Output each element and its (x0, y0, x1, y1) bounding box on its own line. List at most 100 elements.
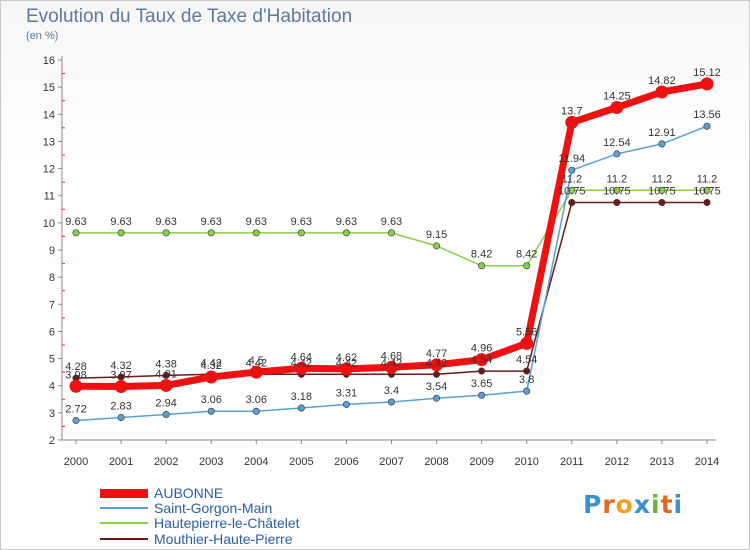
data-label: 11.94 (558, 153, 585, 165)
x-tick-label: 2007 (379, 456, 403, 468)
x-tick-label: 2002 (154, 456, 178, 468)
series-line (76, 189, 707, 267)
data-point (520, 336, 534, 350)
data-label: 4.64 (291, 351, 312, 363)
data-point (703, 186, 711, 194)
proxiti-logo: Proxiti (583, 490, 683, 519)
legend-swatch (100, 507, 148, 509)
data-label: 4.77 (426, 348, 447, 360)
data-point (478, 367, 486, 375)
data-label: 9.63 (65, 216, 86, 228)
data-point (703, 199, 711, 207)
x-tick-label: 2011 (560, 456, 584, 468)
legend-item-aubonne: AUBONNE (100, 485, 223, 501)
data-label: 3.18 (291, 391, 312, 403)
y-tick-label: 2 (49, 435, 55, 447)
y-tick-label: 10 (43, 218, 55, 230)
legend-item-hautepierre: Hautepierre-le-Châtelet (100, 515, 300, 531)
data-label: 4.62 (336, 352, 357, 364)
y-tick-label: 4 (49, 381, 55, 393)
legend-label: AUBONNE (154, 485, 224, 501)
logo-letter: o (615, 490, 634, 519)
data-point (294, 361, 308, 375)
data-point (252, 407, 260, 415)
data-point (297, 404, 305, 412)
legend-swatch (100, 538, 148, 540)
data-point (252, 229, 260, 237)
data-point (613, 150, 621, 158)
data-label: 13.56 (693, 109, 721, 121)
data-label: 9.15 (426, 229, 447, 241)
data-point (568, 186, 576, 194)
line-chart: 2 3 4 5 6 7 8 9 10 11 12 13 14 15 16 2000 2001 2002 2003 20… (43, 55, 721, 468)
data-label: 4.01 (155, 368, 176, 380)
x-tick-label: 2005 (289, 456, 313, 468)
data-point (478, 391, 486, 399)
data-label: 3.31 (336, 387, 357, 399)
data-point (568, 166, 576, 174)
chart-title: Evolution du Taux de Taxe d'Habitation (26, 6, 353, 27)
x-tick-label: 2001 (109, 456, 133, 468)
data-label: 13.7 (561, 105, 582, 117)
data-point (433, 394, 441, 402)
data-label: 4.42 (426, 357, 447, 369)
data-point (523, 367, 531, 375)
data-point (114, 380, 128, 394)
data-label: 3.65 (471, 378, 492, 390)
data-label: 5.56 (516, 326, 537, 338)
legend-label: Mouthier-Haute-Pierre (154, 531, 293, 547)
data-label: 2.72 (65, 403, 86, 415)
data-label: 3.06 (200, 394, 221, 406)
data-label: 14.82 (648, 75, 676, 87)
data-point (72, 229, 80, 237)
legend-swatch (100, 522, 148, 524)
y-tick-label: 9 (49, 245, 55, 257)
data-point (384, 360, 398, 374)
data-label: 10.75 (693, 186, 721, 198)
y-tick-label: 16 (43, 55, 55, 67)
data-label: 11.2 (561, 173, 582, 185)
y-tick-label: 11 (44, 191, 55, 203)
logo-letter: i (673, 490, 684, 519)
data-point (565, 115, 579, 129)
data-label: 2.83 (110, 400, 131, 412)
x-tick-label: 2004 (244, 456, 268, 468)
data-label: 15.12 (693, 67, 721, 79)
data-label: 9.63 (200, 216, 221, 228)
logo-letter: i (651, 490, 661, 519)
data-point (523, 387, 531, 395)
data-point (475, 353, 489, 367)
data-point (610, 101, 624, 114)
logo-letter: r (602, 490, 616, 519)
data-point (430, 358, 444, 372)
data-point (339, 362, 353, 376)
data-point (613, 186, 621, 194)
data-point (162, 410, 170, 418)
data-point (658, 140, 666, 148)
data-point (159, 378, 173, 392)
data-label: 8.42 (471, 249, 492, 261)
data-point (207, 407, 215, 415)
y-tick-label: 6 (49, 326, 55, 338)
data-label: 11.2 (697, 173, 718, 185)
data-label: 3.97 (110, 370, 131, 382)
data-label: 4.96 (471, 343, 492, 355)
y-tick-label: 5 (49, 354, 55, 366)
data-point (703, 122, 711, 130)
data-point (297, 229, 305, 237)
data-label: 3.06 (246, 394, 267, 406)
legend-item-mouthier: Mouthier-Haute-Pierre (100, 531, 293, 547)
units-label: (en %) (26, 30, 59, 42)
data-label: 10.75 (648, 186, 676, 198)
data-point (523, 262, 531, 270)
x-tick-label: 2013 (650, 456, 674, 468)
data-point (162, 371, 170, 379)
data-label: 4.28 (65, 361, 86, 373)
data-label: 4.5 (249, 355, 264, 367)
data-point (700, 77, 714, 91)
logo-letter: x (633, 490, 651, 519)
data-label: 9.63 (246, 216, 267, 228)
x-tick-label: 2003 (199, 456, 223, 468)
data-label: 4.42 (336, 357, 357, 369)
